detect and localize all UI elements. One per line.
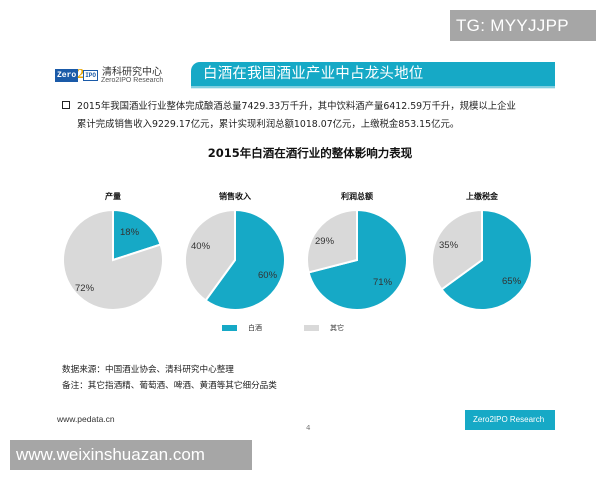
- pie-title-output: 产量: [105, 192, 121, 201]
- pie-label-output-baijiu: 18%: [120, 227, 140, 238]
- logo-two: 2: [77, 67, 85, 82]
- logo-zero: Zero: [55, 68, 79, 82]
- zero2ipo-logo: Zero 2 IPO: [55, 66, 99, 84]
- org-name-en: Zero2IPO Research: [101, 77, 164, 84]
- pie-label-output-other: 72%: [75, 283, 95, 294]
- pie-slice-other: [306, 208, 358, 274]
- pie-label-tax-other: 35%: [439, 240, 459, 251]
- legend-swatch-other: [304, 325, 319, 331]
- page-number: 4: [306, 424, 311, 432]
- pie-label-sales-baijiu: 60%: [258, 270, 278, 281]
- remark-note: 备注：其它指酒精、葡萄酒、啤酒、黄酒等其它细分品类: [62, 381, 277, 391]
- page-title: 白酒在我国酒业产业中占龙头地位: [203, 66, 424, 82]
- org-name-cn: 清科研究中心: [102, 67, 162, 78]
- pie-slice-baijiu: [204, 208, 286, 311]
- watermark-bottom: www.weixinshuazan.com: [10, 440, 252, 470]
- summary-line-1: 2015年我国酒业行业整体完成酿酒总量7429.33万千升，其中饮料酒产量641…: [77, 101, 516, 112]
- pie-title-tax: 上缴税金: [466, 192, 498, 201]
- pie-slice-other: [184, 208, 236, 302]
- footer-brand-badge: Zero2IPO Research: [465, 410, 555, 430]
- summary-line-2: 累计完成销售收入9229.17亿元，累计实现利润总额1018.07亿元，上缴税金…: [77, 119, 460, 130]
- watermark-top: TG: MYYJJPP: [450, 10, 596, 41]
- pie-slice-baijiu: [440, 208, 533, 311]
- pie-slice-other: [431, 208, 483, 291]
- pie-label-sales-other: 40%: [191, 241, 211, 252]
- pie-label-tax-baijiu: 65%: [502, 276, 522, 287]
- pie-slice-other: [62, 208, 164, 311]
- legend-label-baijiu: 白酒: [248, 324, 262, 332]
- pie-title-profit: 利润总额: [341, 192, 373, 201]
- pie-label-profit-other: 29%: [315, 236, 335, 247]
- pie-label-profit-baijiu: 71%: [373, 277, 393, 288]
- pie-title-sales: 销售收入: [219, 192, 251, 201]
- legend-swatch-baijiu: [222, 325, 237, 331]
- legend-label-other: 其它: [330, 324, 344, 332]
- header-bar: [191, 62, 555, 88]
- footer-url: www.pedata.cn: [57, 414, 115, 424]
- chart-title: 2015年白酒在酒行业的整体影响力表现: [207, 146, 413, 160]
- logo-ipo: IPO: [83, 69, 99, 81]
- data-source-note: 数据来源：中国酒业协会、清科研究中心整理: [62, 365, 234, 375]
- bullet-square-icon: [62, 101, 70, 109]
